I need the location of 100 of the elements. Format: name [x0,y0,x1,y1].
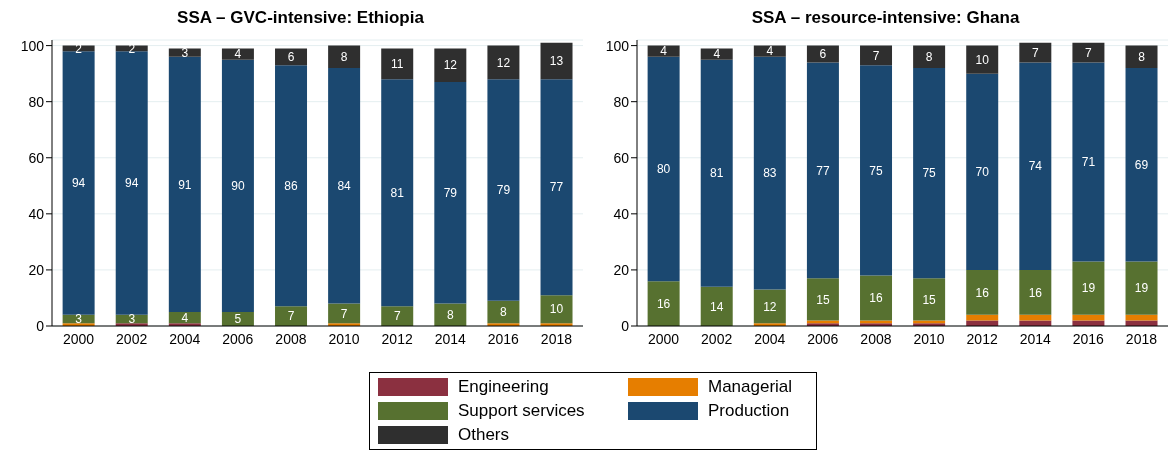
x-tick-label: 2012 [966,330,998,347]
legend-label: Support services [457,401,586,421]
data-label: 11 [390,57,404,72]
bar [487,300,520,324]
bar [966,45,999,74]
data-label: 70 [975,165,990,180]
data-label: 94 [125,176,139,191]
data-label: 15 [816,292,830,307]
data-label: 3 [128,312,136,327]
data-label: 16 [869,291,884,306]
data-label: 75 [869,163,884,178]
y-tick-label: 40 [28,205,45,222]
x-tick-label: 2018 [540,330,573,347]
x-tick-label: 2002 [116,330,148,347]
legend-label: Others [457,425,511,445]
x-tick-label: 2008 [860,330,892,347]
y-tick-label: 20 [28,261,45,278]
bar [700,286,733,326]
data-label: 81 [390,186,405,201]
data-label: 79 [496,183,511,198]
y-tick-label: 0 [36,317,45,334]
x-tick-label: 2006 [807,330,839,347]
x-tick-label: 2002 [701,330,733,347]
bar [700,59,733,287]
legend-label: Managerial [707,377,794,397]
bar [381,48,414,80]
x-tick-label: 2010 [913,330,945,347]
bar [913,278,946,321]
bar [275,306,308,326]
bar [1019,62,1052,270]
data-label: 69 [1134,158,1149,173]
bar [647,281,680,326]
data-label: 71 [1081,155,1096,170]
bar [806,278,839,321]
bar [168,56,201,312]
bar [540,42,573,80]
bar [1125,45,1158,69]
bar [168,48,201,57]
x-tick-label: 2016 [1072,330,1105,347]
data-label: 12 [496,55,511,70]
bar [753,289,786,324]
data-label: 3 [181,45,189,60]
data-label: 16 [656,296,671,311]
data-label: 8 [925,50,933,65]
bar [328,303,361,324]
x-tick-label: 2006 [222,330,254,347]
y-tick-label: 0 [621,317,630,334]
data-label: 4 [713,47,721,62]
bar [700,48,733,60]
bar [62,51,95,315]
data-label: 77 [816,163,830,178]
data-label: 4 [766,44,774,59]
data-label: 84 [337,179,352,194]
data-label: 15 [922,292,937,307]
y-tick-label: 80 [613,93,630,110]
x-tick-label: 2014 [434,330,467,347]
data-label: 7 [287,309,295,324]
data-label: 90 [231,179,245,194]
bar [1125,261,1158,315]
bar [806,62,839,279]
data-label: 16 [975,285,990,300]
data-label: 4 [660,44,668,59]
data-label: 10 [549,302,564,317]
data-label: 3 [75,312,83,327]
bar [1019,42,1052,63]
data-label: 14 [710,299,724,314]
bar [1072,261,1105,315]
y-tick-label: 80 [28,93,45,110]
legend-label: Production [707,401,791,421]
data-label: 6 [819,47,827,62]
bar [275,48,308,66]
bar [1125,68,1158,262]
bar [860,45,893,66]
data-label: 5 [234,312,242,327]
data-label: 74 [1028,159,1043,174]
bar [434,48,467,83]
data-label: 7 [1031,45,1039,60]
x-tick-label: 2014 [1019,330,1052,347]
data-label: 12 [443,58,458,73]
data-label: 7 [872,48,880,63]
data-label: 4 [181,310,189,325]
chart-title: SSA – resource-intensive: Ghana [750,8,1021,29]
data-label: 8 [1138,50,1146,65]
data-label: 8 [446,308,454,323]
data-label: 75 [922,166,937,181]
data-label: 10 [975,52,990,67]
x-tick-label: 2010 [328,330,360,347]
bar [1072,42,1105,63]
data-label: 4 [234,47,242,62]
data-label: 77 [549,180,564,195]
data-label: 12 [763,299,777,314]
bar [913,68,946,279]
bar [328,68,361,304]
y-tick-label: 40 [613,205,630,222]
data-label: 13 [549,54,564,69]
bar [1019,269,1052,315]
bar [753,56,786,290]
data-label: 7 [340,306,348,321]
bar [434,82,467,304]
y-tick-label: 20 [613,261,630,278]
